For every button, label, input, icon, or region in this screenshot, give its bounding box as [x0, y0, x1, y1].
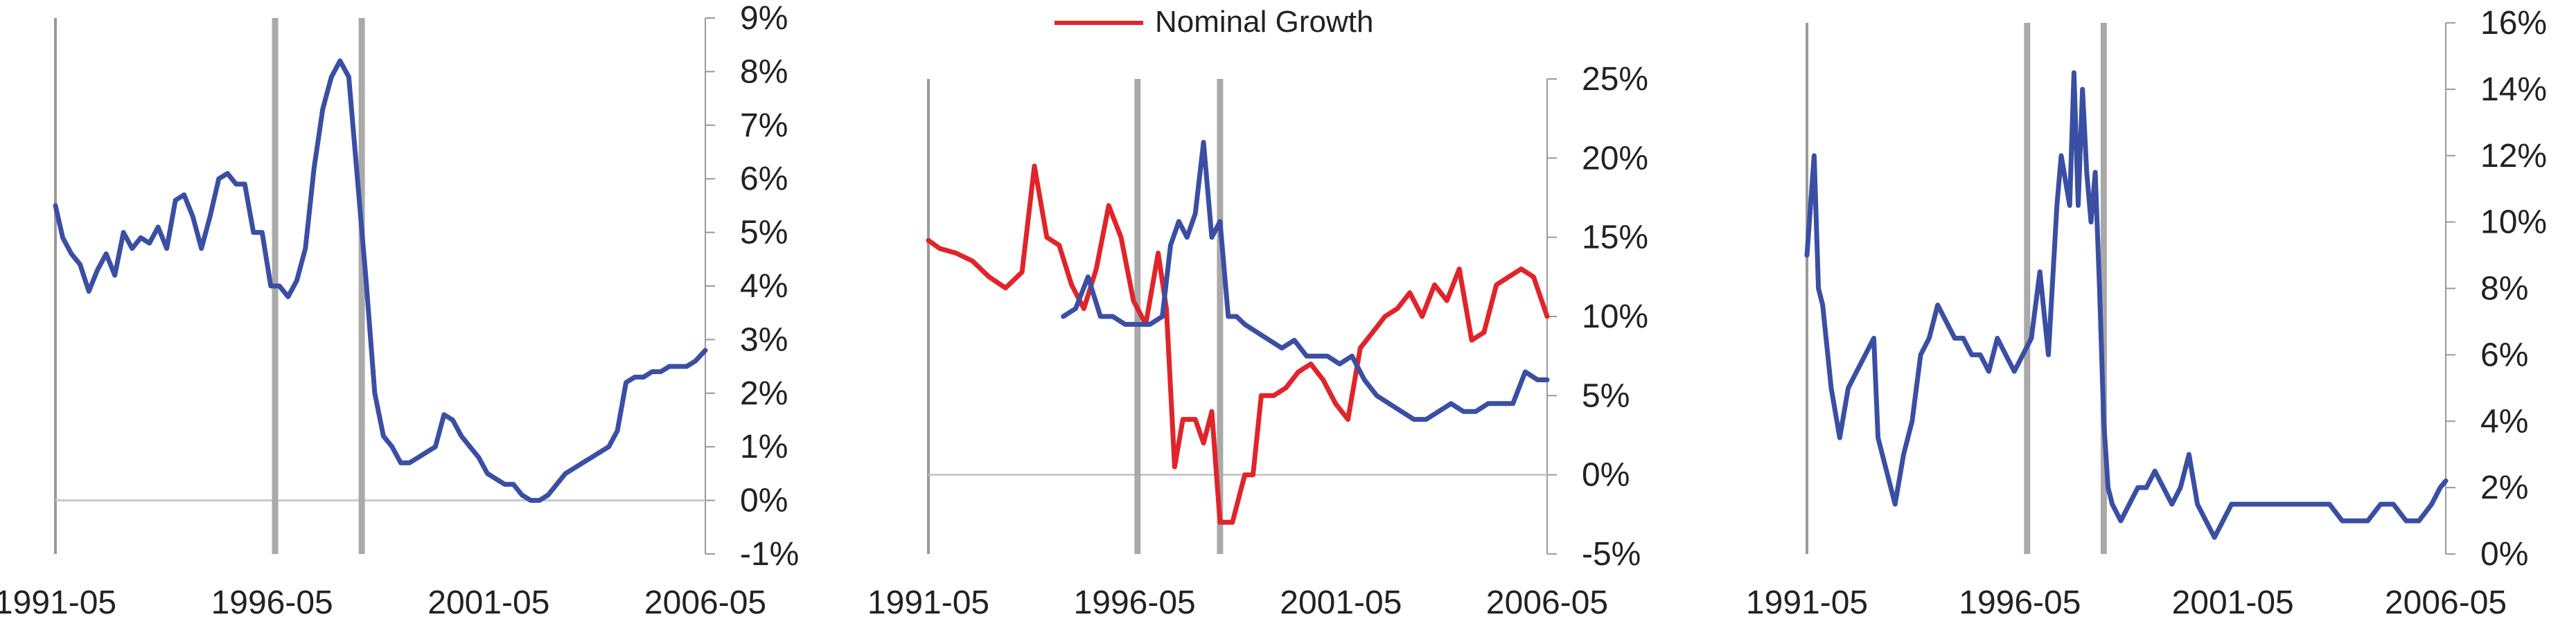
legend: Nominal Growth [1055, 5, 1373, 39]
y-tick-label: -5% [1582, 536, 1641, 573]
y-tick-label: 2% [740, 375, 788, 412]
y-tick-label: 6% [2480, 337, 2528, 373]
x-tick-label: 1991-05 [867, 584, 989, 621]
x-tick-label: 2006-05 [1486, 584, 1608, 621]
x-tick-label: 2006-05 [2385, 584, 2507, 621]
y-tick-label: 4% [2480, 403, 2528, 440]
x-tick-label: 1996-05 [1959, 584, 2081, 621]
y-tick-label: 15% [1582, 220, 1648, 256]
legend-label-nominal-growth: Nominal Growth [1155, 5, 1373, 39]
y-tick-label: 2% [2480, 470, 2528, 506]
y-tick-label: 12% [2480, 138, 2547, 175]
x-tick-label: 2001-05 [427, 584, 549, 621]
y-tick-label: 9% [740, 0, 788, 37]
y-tick-label: -1% [740, 536, 799, 573]
y-tick-label: 20% [1582, 140, 1648, 177]
y-tick-label: 8% [2480, 271, 2528, 307]
y-tick-label: 1% [740, 429, 788, 465]
y-tick-label: 5% [740, 215, 788, 251]
x-tick-label: 2001-05 [1280, 584, 1402, 621]
series-line-series-0 [53, 58, 708, 503]
x-tick-label: 1996-05 [211, 584, 333, 621]
y-tick-label: 8% [740, 53, 788, 90]
chart-right: 0% 2% 4% 6% 8% 10% 12% 14% 16% 1991-05 1996-05 2001… [1746, 5, 2547, 621]
y-tick-label: 4% [740, 268, 788, 305]
y-tick-label: 14% [2480, 71, 2547, 108]
y-tick-label: 3% [740, 321, 788, 358]
series-line-series-0 [1804, 70, 2449, 540]
y-tick-label: 5% [1582, 377, 1630, 414]
y-tick-label: 25% [1582, 61, 1648, 98]
y-tick-label: 0% [2480, 536, 2528, 573]
y-tick-label: 10% [1582, 298, 1648, 335]
x-tick-label: 2001-05 [2172, 584, 2294, 621]
x-tick-label: 2006-05 [644, 584, 766, 621]
x-tick-label: 1996-05 [1074, 584, 1196, 621]
x-tick-label: 1991-05 [1746, 584, 1868, 621]
y-tick-label: 7% [740, 107, 788, 144]
y-tick-label: 0% [1582, 457, 1630, 494]
chart-middle: -5% 0% 5% 10% 15% 20% 25% 1991-05 1996-05 2001-05… [867, 61, 1648, 621]
y-tick-label: 0% [740, 483, 788, 519]
series-line-nominal-growth [926, 163, 1550, 525]
y-tick-label: 6% [740, 161, 788, 197]
y-tick-label: 10% [2480, 204, 2547, 241]
chart-left: -1% 0% 1% 2% 3% 4% 5% 6% 7% 8% 9% 1991-05 1996-05 200… [0, 0, 799, 621]
x-tick-label: 1991-05 [0, 584, 116, 621]
y-tick-label: 16% [2480, 5, 2547, 42]
series-line-series-1 [1061, 140, 1550, 422]
